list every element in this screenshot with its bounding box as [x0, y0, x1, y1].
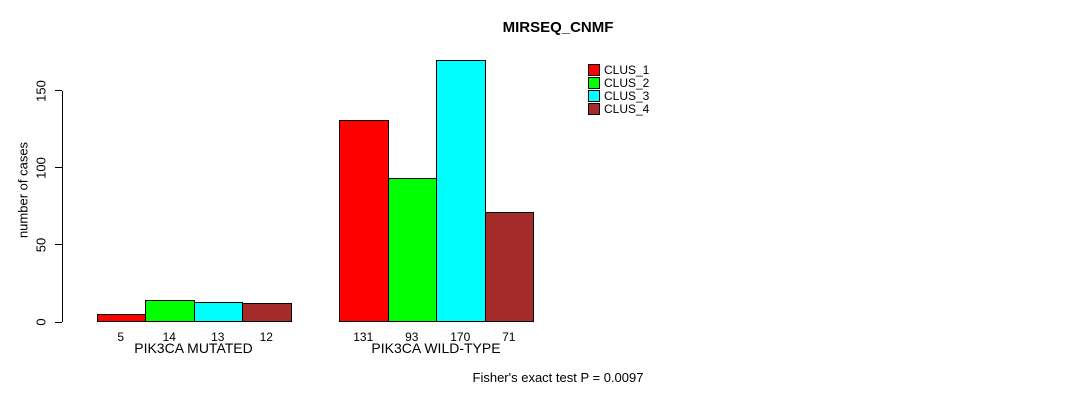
- bar-value-label: 5: [117, 330, 125, 344]
- bar-value-label: 13: [211, 330, 225, 344]
- bar-value-label: 93: [405, 330, 419, 344]
- bar-clus_4: [242, 303, 292, 322]
- chart-title: MIRSEQ_CNMF: [502, 19, 614, 36]
- y-tick-mark: [55, 90, 62, 91]
- legend-swatch-clus_4: [588, 103, 600, 115]
- bar-clus_4: [484, 212, 534, 322]
- y-tick-label: 100: [33, 156, 49, 179]
- bar-clus_3: [193, 301, 243, 322]
- legend-label-clus_4: CLUS_4: [604, 102, 650, 116]
- category-label: PIK3CA WILD-TYPE: [371, 340, 501, 356]
- legend-label-clus_3: CLUS_3: [604, 89, 650, 103]
- y-axis-line: [62, 90, 63, 322]
- bar-value-label: 131: [353, 330, 374, 344]
- category-label: PIK3CA MUTATED: [134, 340, 253, 356]
- legend-label-clus_2: CLUS_2: [604, 76, 650, 90]
- annotation-text: Fisher's exact test P = 0.0097: [472, 370, 644, 385]
- y-tick-mark: [55, 167, 62, 169]
- legend-swatch-clus_1: [588, 64, 600, 76]
- legend-swatch-clus_2: [588, 77, 600, 89]
- y-tick-mark: [55, 321, 62, 323]
- bar-value-label: 71: [502, 330, 516, 344]
- y-tick-label: 0: [33, 318, 49, 326]
- legend-label-clus_1: CLUS_1: [604, 63, 650, 77]
- bar-value-label: 14: [162, 330, 176, 344]
- bar-value-label: 170: [450, 330, 471, 344]
- bar-clus_1: [96, 314, 146, 322]
- y-tick-label: 50: [33, 237, 49, 253]
- bar-clus_1: [339, 119, 389, 322]
- legend-swatch-clus_3: [588, 90, 600, 102]
- y-axis-label: number of cases: [15, 141, 31, 239]
- bar-clus_3: [436, 59, 486, 322]
- bar-clus_2: [387, 178, 437, 322]
- y-tick-label: 150: [33, 79, 49, 102]
- bar-value-label: 12: [259, 330, 273, 344]
- y-tick-mark: [55, 244, 62, 246]
- bar-clus_2: [145, 300, 195, 322]
